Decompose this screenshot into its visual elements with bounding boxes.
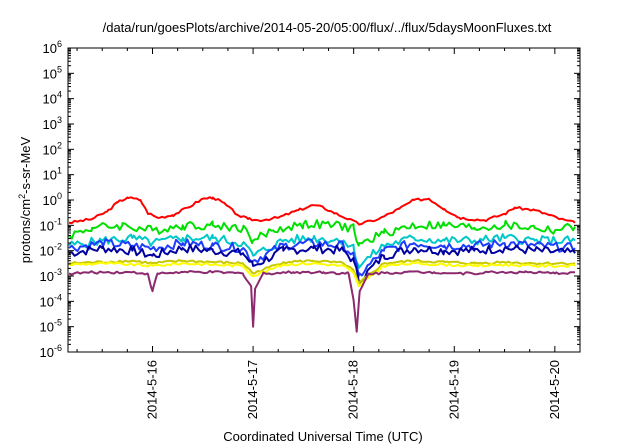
- y-tick-label: 106: [43, 39, 62, 56]
- y-tick-label: 10-6: [40, 343, 62, 360]
- y-tick-label: 10-1: [40, 216, 62, 233]
- series-line-4: [68, 243, 576, 284]
- ticks-layer: 10-6 10-5 10-4 10-3 10-2 10-1 100 101 102 103 104 1…: [40, 39, 581, 419]
- y-tick-label: 10-4: [40, 292, 62, 309]
- x-tick-label: 2014-5-18: [346, 360, 361, 419]
- x-axis-label: Coordinated Universal Time (UTC): [223, 429, 422, 444]
- y-tick-label: 103: [43, 115, 62, 132]
- series-line-1: [68, 219, 576, 247]
- y-tick-label: 10-2: [40, 242, 62, 259]
- y-axis-label-sup: 2: [17, 194, 27, 199]
- series-line-5: [68, 258, 576, 285]
- y-axis-label-suffix: -s-sr-MeV: [18, 136, 33, 193]
- y-axis-label-prefix: protons/cm: [18, 199, 33, 263]
- x-tick-label: 2014-5-20: [547, 360, 562, 419]
- y-tick-label: 102: [43, 140, 62, 157]
- y-tick-label: 10-3: [40, 267, 62, 284]
- series-line-3: [68, 238, 576, 277]
- x-tick-label: 2014-5-17: [245, 360, 260, 419]
- x-tick-label: 2014-5-16: [144, 360, 159, 419]
- series-line-2: [68, 233, 576, 269]
- y-tick-label: 100: [43, 191, 62, 208]
- y-tick-label: 101: [43, 166, 62, 183]
- y-tick-label: 104: [43, 90, 62, 107]
- x-tick-label: 2014-5-19: [446, 360, 461, 419]
- chart-title: /data/run/goesPlots/archive/2014-05-20/0…: [103, 20, 552, 35]
- series-layer: [68, 196, 576, 333]
- y-tick-label: 105: [43, 64, 62, 81]
- series-line-6: [68, 261, 576, 288]
- svg-text:protons/cm2-s-sr-MeV: protons/cm2-s-sr-MeV: [17, 136, 33, 263]
- series-line-0: [68, 196, 576, 226]
- plot-frame: [67, 47, 581, 353]
- y-tick-label: 10-5: [40, 318, 62, 335]
- series-line-7: [68, 269, 576, 333]
- y-axis-label: protons/cm2-s-sr-MeV: [17, 136, 33, 263]
